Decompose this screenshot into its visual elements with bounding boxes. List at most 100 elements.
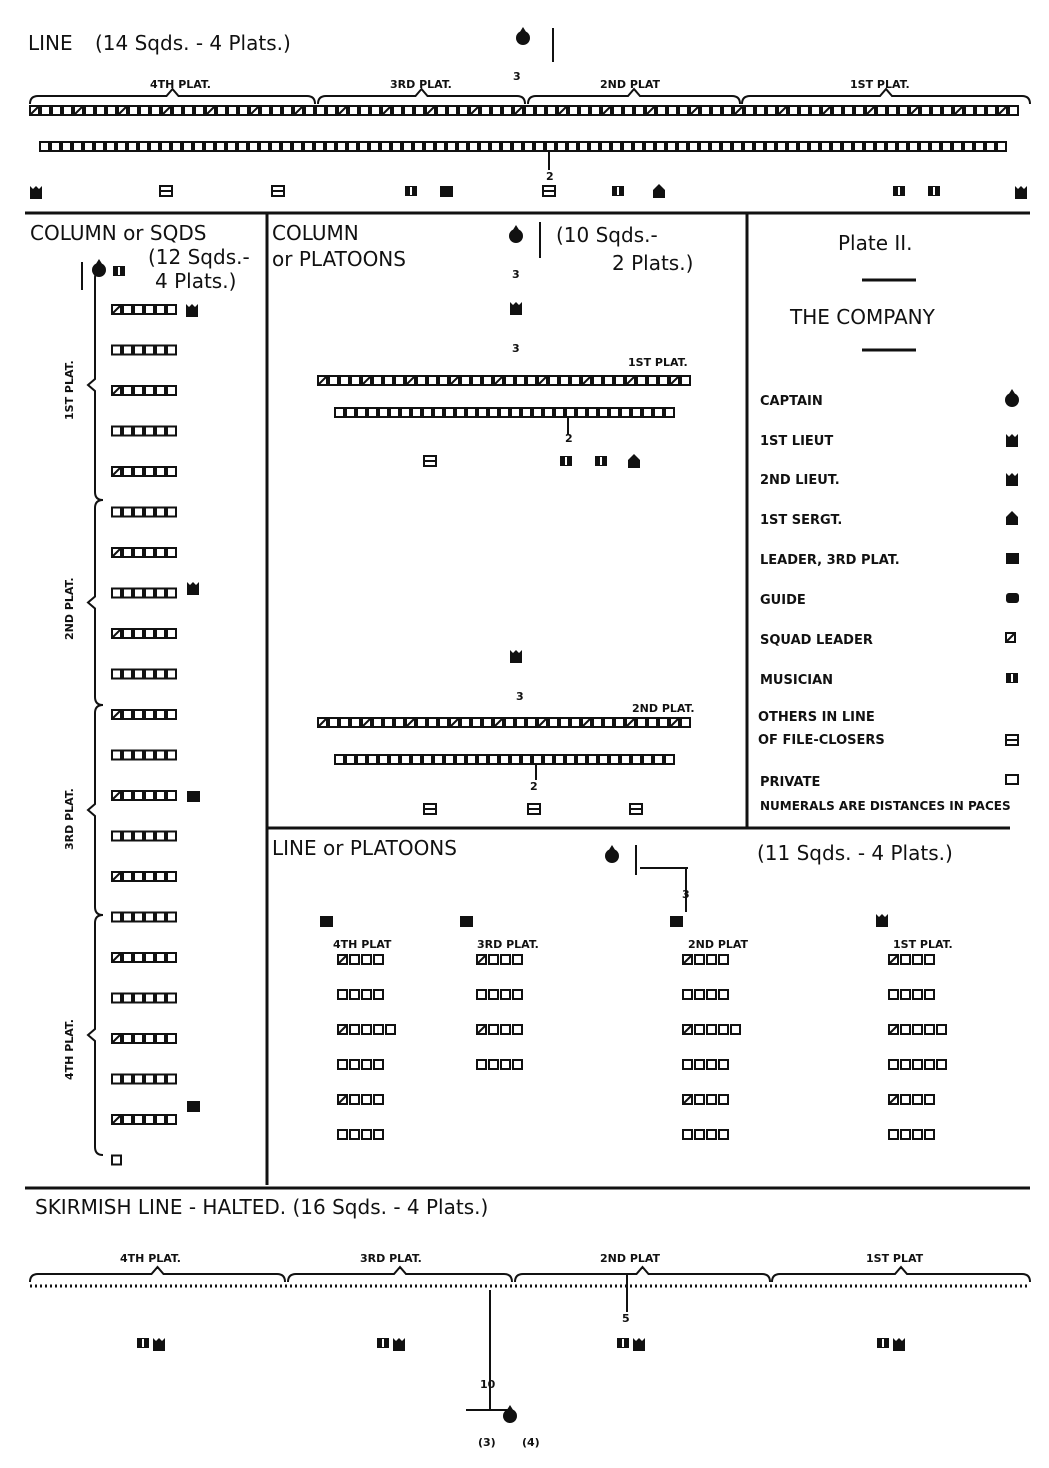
- private-icon: [155, 385, 166, 396]
- private-icon: [975, 105, 986, 116]
- private-icon: [810, 105, 821, 116]
- private-icon: [576, 754, 587, 765]
- private-icon: [499, 754, 510, 765]
- lieut-icon: [393, 1338, 405, 1351]
- private-icon: [620, 754, 631, 765]
- private-icon: [444, 407, 455, 418]
- private-icon: [259, 141, 270, 152]
- line-platoons-title: LINE or PLATOONS: [272, 836, 457, 860]
- private-icon: [776, 141, 787, 152]
- private-icon: [144, 425, 155, 437]
- private-icon: [84, 105, 95, 116]
- private-icon: [598, 754, 609, 765]
- private-icon: [133, 709, 144, 720]
- private-icon: [600, 141, 611, 152]
- private-icon: [72, 141, 83, 152]
- private-icon: [603, 375, 614, 386]
- line-distance: 2: [546, 170, 554, 183]
- private-icon: [155, 547, 166, 558]
- marker: (3): [478, 1436, 496, 1449]
- private-icon: [361, 989, 372, 1000]
- platoon-brace: [86, 499, 104, 706]
- private-icon: [589, 141, 600, 152]
- private-icon: [488, 1059, 499, 1070]
- legend-label: 2ND LIEUT.: [760, 473, 840, 488]
- private-icon: [512, 954, 523, 965]
- private-icon: [543, 407, 554, 418]
- private-icon: [373, 1094, 384, 1105]
- private-icon: [144, 1114, 155, 1125]
- private-icon: [111, 425, 122, 437]
- distance: 5: [622, 1312, 630, 1325]
- column-platoons-subtitle: (10 Sqds.-: [556, 223, 658, 247]
- private-icon: [480, 105, 491, 116]
- private-icon: [590, 105, 601, 116]
- private-icon: [875, 141, 886, 152]
- private-icon: [50, 141, 61, 152]
- private-icon: [706, 1094, 717, 1105]
- private-icon: [144, 992, 155, 1004]
- private-icon: [111, 911, 122, 923]
- private-icon: [924, 954, 935, 965]
- private-icon: [238, 105, 249, 116]
- private-icon: [545, 141, 556, 152]
- private-icon: [144, 466, 155, 477]
- line-title: LINE: [28, 31, 73, 55]
- dividers: [25, 211, 1030, 1190]
- private-icon: [51, 105, 62, 116]
- private-icon: [458, 105, 469, 116]
- private-icon: [706, 1059, 717, 1070]
- private-icon: [664, 754, 675, 765]
- private-icon: [887, 105, 898, 116]
- private-icon: [936, 1024, 947, 1035]
- squad-leader-mark: [30, 106, 39, 115]
- private-icon: [912, 1129, 923, 1140]
- private-icon: [936, 1059, 947, 1070]
- private-icon: [488, 754, 499, 765]
- squad-leader-mark: [670, 376, 679, 385]
- private-icon: [658, 375, 669, 386]
- private-icon: [122, 952, 133, 963]
- distance: 3: [512, 268, 520, 281]
- private-icon: [598, 407, 609, 418]
- private-icon: [138, 141, 149, 152]
- private-icon: [400, 754, 411, 765]
- column-plat-label: 4TH PLAT.: [63, 1019, 76, 1080]
- private-icon: [620, 407, 631, 418]
- line-platoons-subtitle: (11 Sqds. - 4 Plats.): [757, 841, 953, 865]
- private-icon: [706, 989, 717, 1000]
- squad-leader-mark: [450, 376, 459, 385]
- sergt-icon: [653, 184, 665, 198]
- private-icon: [592, 717, 603, 728]
- captain-icon: [607, 845, 617, 853]
- private-icon: [122, 871, 133, 882]
- private-icon: [931, 105, 942, 116]
- private-icon: [444, 754, 455, 765]
- squad-leader-mark: [477, 1025, 486, 1034]
- private-icon: [122, 1114, 133, 1125]
- legend-label: CAPTAIN: [760, 394, 823, 409]
- private-icon: [336, 141, 347, 152]
- column-plat-label: 1ST PLAT.: [63, 360, 76, 420]
- private-icon: [166, 344, 177, 356]
- private-icon: [543, 754, 554, 765]
- private-icon: [111, 668, 122, 680]
- private-icon: [603, 717, 614, 728]
- private-icon: [565, 407, 576, 418]
- private-icon: [166, 466, 177, 477]
- private-icon: [964, 105, 975, 116]
- private-icon: [347, 141, 358, 152]
- private-icon: [694, 1059, 705, 1070]
- lieut-icon: [1006, 434, 1018, 447]
- leader-icon: [187, 1101, 200, 1112]
- platoon-brace: [86, 914, 104, 1156]
- captain-icon: [1007, 389, 1017, 397]
- private-icon: [622, 141, 633, 152]
- private-icon: [942, 105, 953, 116]
- private-icon: [328, 375, 339, 386]
- captain-icon: [511, 225, 521, 233]
- private-icon: [636, 375, 647, 386]
- private-icon: [150, 105, 161, 116]
- squad-leader-mark: [477, 955, 486, 964]
- private-icon: [171, 141, 182, 152]
